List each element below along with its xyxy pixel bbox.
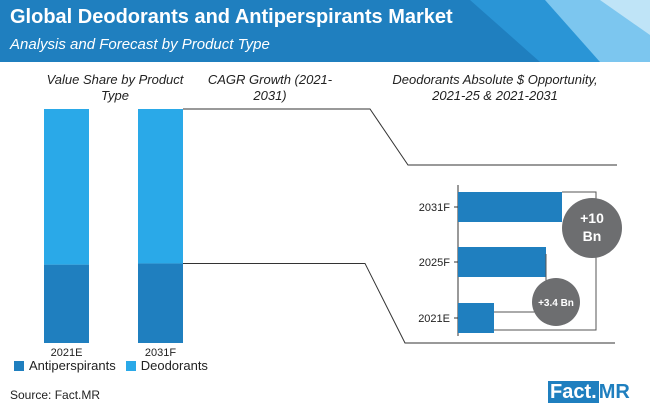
hbar-2021e [458,303,494,333]
stack-bar-2031f-antiperspirants [138,263,183,343]
legend: Antiperspirants Deodorants [14,358,218,373]
horizontal-bar-chart: 2031F 2025F 2021E +10 Bn +3.4 Bn [418,185,622,336]
legend-item-deodorants: Deodorants [125,358,208,373]
hbar-category-label: 2025F [419,257,450,269]
value-share-heading: Value Share by Product Type [46,72,184,103]
stack-category-label: 2031F [145,347,176,359]
bubble-2021-2025-label: +3.4 Bn [538,298,574,309]
bracket-2021-2031 [494,191,597,331]
connector-lines [183,108,617,344]
header-banner: Global Deodorants and Antiperspirants Ma… [0,0,650,62]
factmr-logo: Fact. MR [548,380,646,404]
logo-part-fact: Fact. [548,381,599,403]
hbar-2031f [458,192,562,222]
opportunity-heading: Deodorants Absolute $ Opportunity, 2021-… [392,72,598,103]
chart-canvas: 2021E 2031F 2031F 2025F 2021E +10 Bn +3.4 Bn [44,108,622,359]
hbar-category-label: 2021E [418,313,450,325]
bubble-2021-2031 [562,198,622,258]
legend-item-antiperspirants: Antiperspirants [14,358,116,373]
stacked-bar-chart: 2021E 2031F [44,109,183,359]
connector-top [183,108,617,166]
source-note: Source: Fact.MR [10,388,101,402]
header-decoration [470,0,650,62]
hbar-2025f [458,247,546,277]
stack-category-label: 2021E [51,347,83,359]
legend-swatch-antiperspirants [14,360,24,371]
legend-label-antiperspirants: Antiperspirants [29,358,116,373]
stack-bar-2021e-antiperspirants [44,264,89,343]
cagr-heading: CAGR Growth (2021-2031) [207,72,333,103]
legend-label-deodorants: Deodorants [140,358,208,373]
bubble-2021-2031-value: +10 [580,210,604,226]
hbar-category-label: 2031F [419,202,450,214]
page-subtitle: Analysis and Forecast by Product Type [10,36,270,53]
stack-bar-2031f-deodorants [138,109,183,264]
logo-part-mr: MR [598,381,630,403]
page-title: Global Deodorants and Antiperspirants Ma… [10,6,453,28]
bubble-2021-2031-unit: Bn [583,228,602,244]
bubble-2021-2025 [532,278,580,326]
connector-bottom [183,262,615,344]
legend-swatch-deodorants [125,360,136,371]
stack-bar-2021e-deodorants [44,109,89,265]
